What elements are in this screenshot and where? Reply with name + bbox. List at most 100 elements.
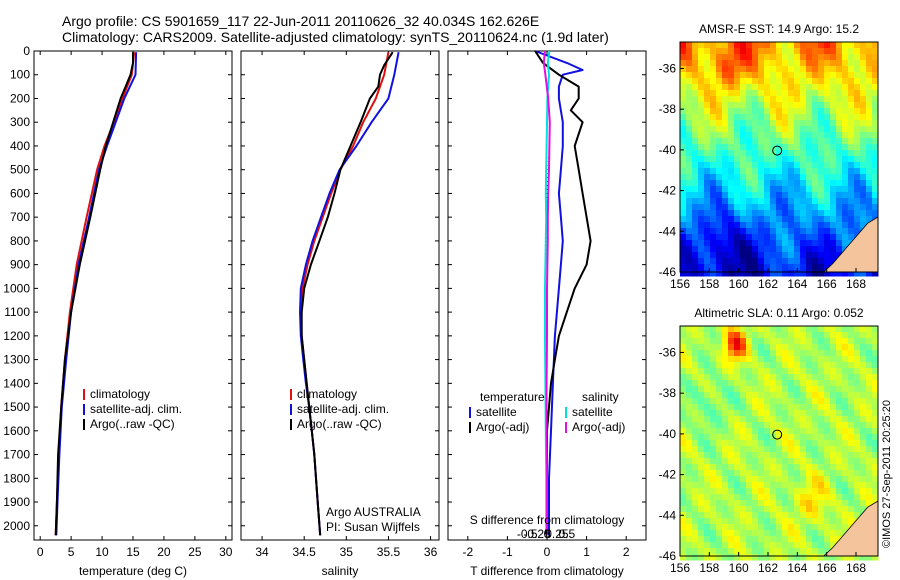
map-cell — [830, 410, 837, 417]
map-cell — [764, 488, 771, 495]
map-cell — [770, 222, 777, 229]
map-cell — [848, 494, 855, 501]
map-cell — [710, 368, 717, 375]
map-cell — [854, 84, 861, 91]
y-tick-label: 500 — [10, 163, 30, 177]
map-cell — [830, 434, 837, 441]
map-cell — [734, 464, 741, 471]
map-cell — [752, 530, 759, 537]
map-cell — [788, 96, 795, 103]
map-cell — [830, 132, 837, 139]
map-cell — [776, 264, 783, 271]
map-cell — [806, 270, 813, 277]
map-cell — [704, 362, 711, 369]
map-cell — [680, 476, 687, 483]
map-cell — [752, 102, 759, 109]
map-cell — [854, 156, 861, 163]
map-cell — [812, 428, 819, 435]
map-cell — [716, 536, 723, 543]
map-cell — [692, 138, 699, 145]
map-cell — [788, 150, 795, 157]
map-cell — [692, 168, 699, 175]
map-cell — [698, 264, 705, 271]
map-cell — [782, 356, 789, 363]
map-cell — [848, 440, 855, 447]
map-cell — [824, 252, 831, 259]
map-cell — [746, 72, 753, 79]
map-cell — [716, 108, 723, 115]
map-cell — [680, 434, 687, 441]
map-cell — [842, 404, 849, 411]
map-cell — [830, 542, 837, 549]
map-cell — [848, 60, 855, 67]
map-cell — [818, 174, 825, 181]
map-cell — [770, 506, 777, 513]
map-cell — [872, 428, 879, 435]
map-cell — [698, 246, 705, 253]
map-cell — [770, 156, 777, 163]
map-cell — [824, 162, 831, 169]
map-cell — [782, 470, 789, 477]
map-cell — [872, 96, 879, 103]
map-cell — [770, 350, 777, 357]
map-cell — [728, 78, 735, 85]
map-cell — [710, 252, 717, 259]
map-cell — [866, 60, 873, 67]
map-cell — [782, 380, 789, 387]
map-cell — [758, 554, 765, 561]
map-cell — [716, 78, 723, 85]
map-cell — [830, 530, 837, 537]
map-cell — [806, 440, 813, 447]
map-cell — [800, 78, 807, 85]
map-cell — [830, 500, 837, 507]
map-cell — [812, 162, 819, 169]
map-cell — [776, 512, 783, 519]
map-cell — [770, 392, 777, 399]
map-cell — [740, 404, 747, 411]
map-cell — [680, 392, 687, 399]
map-cell — [680, 84, 687, 91]
map-cell — [836, 344, 843, 351]
map-cell — [794, 66, 801, 73]
map-cell — [698, 156, 705, 163]
map-cell — [692, 78, 699, 85]
map-cell — [680, 210, 687, 217]
map-cell — [710, 186, 717, 193]
map-cell — [680, 126, 687, 133]
map-cell — [746, 536, 753, 543]
map-cell — [692, 258, 699, 265]
map-cell — [710, 60, 717, 67]
map-cell — [782, 398, 789, 405]
map-cell — [836, 338, 843, 345]
map-cell — [740, 174, 747, 181]
map-cell — [746, 452, 753, 459]
map-cell — [806, 530, 813, 537]
map-cell — [758, 228, 765, 235]
map-cell — [812, 132, 819, 139]
map-cell — [866, 42, 873, 49]
map-cell — [872, 374, 879, 381]
map-cell — [872, 210, 879, 217]
map-cell — [752, 422, 759, 429]
map-cell — [788, 380, 795, 387]
map-cell — [680, 362, 687, 369]
map-cell — [770, 228, 777, 235]
map-cell — [692, 470, 699, 477]
map-cell — [860, 470, 867, 477]
map-cell — [746, 222, 753, 229]
map-cell — [836, 410, 843, 417]
map-cell — [698, 416, 705, 423]
map-cell — [788, 434, 795, 441]
map-cell — [770, 216, 777, 223]
map-cell — [704, 494, 711, 501]
legend-label: climatology — [90, 387, 150, 401]
map-cell — [704, 240, 711, 247]
map-cell — [812, 126, 819, 133]
map-cell — [752, 204, 759, 211]
map-cell — [752, 326, 759, 333]
map-cell — [698, 512, 705, 519]
map-cell — [698, 90, 705, 97]
map-cell — [836, 500, 843, 507]
map-cell — [686, 210, 693, 217]
map-cell — [782, 494, 789, 501]
